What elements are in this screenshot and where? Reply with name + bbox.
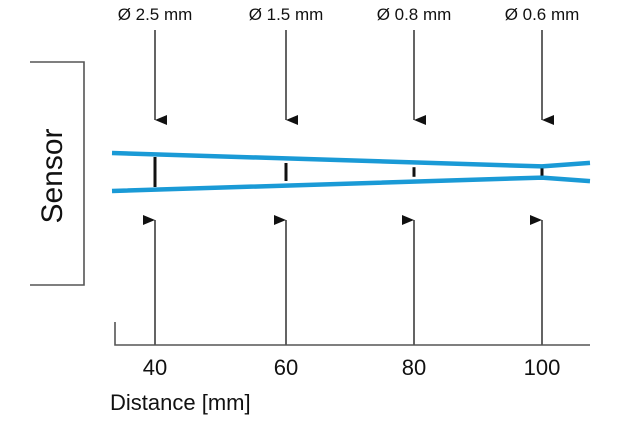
- distance-tick-label: 60: [274, 355, 298, 380]
- distance-axis: [114, 322, 590, 346]
- spot-diameter-label: Ø 2.5 mm: [118, 5, 193, 24]
- sensor-bracket: [30, 61, 85, 286]
- distance-tick-label: 100: [524, 355, 561, 380]
- distance-tick-label: 80: [402, 355, 426, 380]
- distance-tick-label: 40: [143, 355, 167, 380]
- spot-diameter-label: Ø 0.8 mm: [377, 5, 452, 24]
- spot-diameter-label: Ø 0.6 mm: [505, 5, 580, 24]
- spot-diameter-label: Ø 1.5 mm: [249, 5, 324, 24]
- spot-markers: Ø 2.5 mm Ø 1.5 mm Ø 0.8 mm Ø 0.6 mm: [118, 5, 580, 345]
- distance-axis-title: Distance [mm]: [110, 390, 251, 415]
- beam: [111, 150, 591, 194]
- sensor-label: Sensor: [36, 128, 69, 223]
- beam-edge-top: [111, 150, 591, 169]
- beam-edge-bottom: [111, 175, 591, 194]
- distance-tick-labels: 40 60 80 100: [143, 355, 561, 380]
